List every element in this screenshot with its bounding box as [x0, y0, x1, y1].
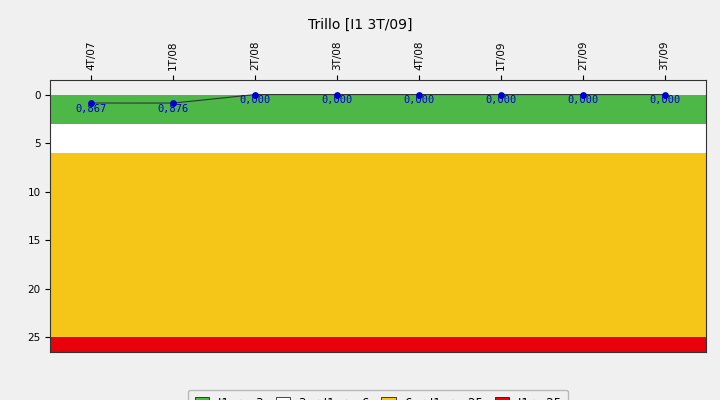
- Bar: [50, 124, 706, 153]
- Point: [577, 91, 588, 98]
- Text: 0,000: 0,000: [649, 95, 680, 105]
- Bar: [50, 338, 706, 357]
- Point: [249, 91, 261, 98]
- Point: [659, 91, 670, 98]
- Bar: [50, 94, 706, 124]
- Text: 0,000: 0,000: [240, 95, 271, 105]
- Text: 0,000: 0,000: [403, 95, 435, 105]
- Legend: I1 <= 3, 3 < I1 <= 6, 6 < I1 <= 25, I1 > 25: I1 <= 3, 3 < I1 <= 6, 6 < I1 <= 25, I1 >…: [187, 390, 569, 400]
- Text: 0,000: 0,000: [485, 95, 516, 105]
- Text: 0,000: 0,000: [321, 95, 353, 105]
- Point: [86, 100, 97, 106]
- Point: [331, 91, 343, 98]
- Point: [413, 91, 425, 98]
- Text: Trillo [I1 3T/09]: Trillo [I1 3T/09]: [307, 18, 413, 32]
- Text: 0,000: 0,000: [567, 95, 598, 105]
- Bar: [50, 153, 706, 338]
- Text: 0,876: 0,876: [158, 104, 189, 114]
- Point: [495, 91, 507, 98]
- Point: [168, 100, 179, 106]
- Text: 0,867: 0,867: [76, 104, 107, 114]
